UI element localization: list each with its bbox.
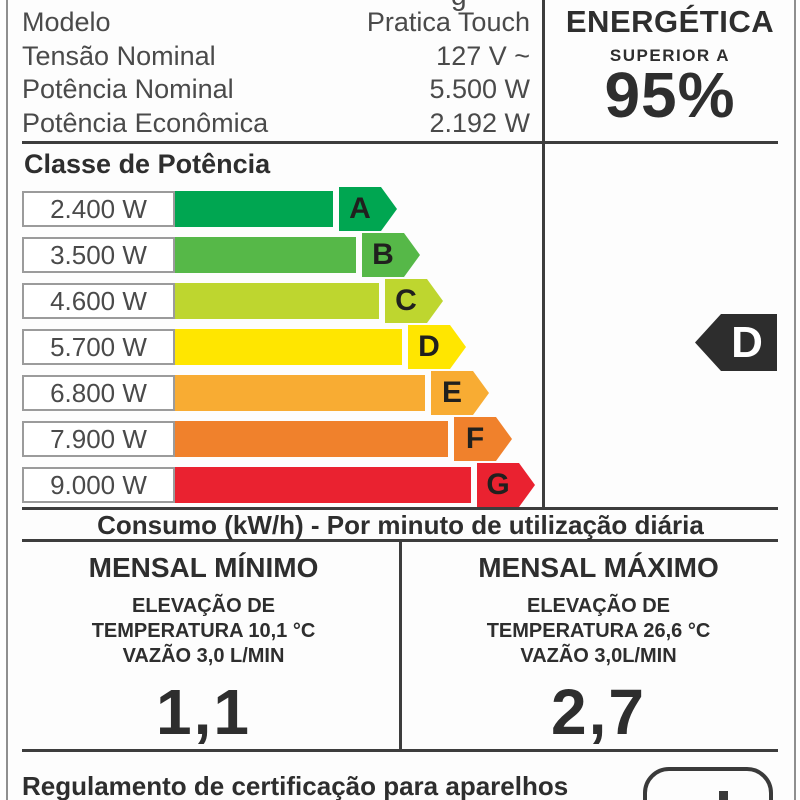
consumption-line1: ELEVAÇÃO DE — [527, 595, 670, 617]
label-left-border — [6, 0, 8, 800]
label-right-border — [794, 0, 796, 800]
power-class-watts: 4.600 W — [50, 285, 147, 316]
power-class-letter: C — [395, 284, 417, 317]
consumption-value: 2,7 — [551, 676, 646, 748]
divider-consumption-bottom — [22, 539, 778, 542]
vertical-divider-main — [542, 0, 545, 510]
efficiency-value: 95% — [604, 59, 736, 131]
power-class-row: 4.600 W C — [0, 279, 800, 323]
footer-regulation-text: Regulamento de certificação para aparelh… — [22, 771, 569, 800]
power-class-arrow-icon: F — [454, 417, 512, 461]
power-class-row: 5.700 W D — [0, 325, 800, 369]
power-class-letter: G — [486, 468, 510, 501]
power-class-row: 6.800 W E — [0, 371, 800, 415]
product-info-row: Potência Nominal 5.500 W — [22, 73, 530, 107]
rating-letter: D — [731, 317, 763, 367]
product-info-label: Potência Econômica — [22, 107, 269, 138]
power-class-bar — [175, 329, 402, 365]
consumption-heading: MENSAL MÍNIMO — [88, 552, 319, 583]
power-class-watts-box: 7.900 W — [22, 421, 175, 457]
power-class-watts-box: 3.500 W — [22, 237, 175, 273]
power-class-arrow-icon: D — [408, 325, 466, 369]
power-class-watts: 7.900 W — [50, 423, 147, 454]
certification-badge-mark — [719, 791, 728, 800]
power-class-letter: D — [418, 330, 440, 363]
power-class-bar — [175, 237, 356, 273]
product-info-value: 127 V ~ — [436, 40, 530, 71]
product-info-label: Potência Nominal — [22, 74, 234, 104]
power-class-row: 7.900 W F — [0, 417, 800, 461]
power-class-row: 9.000 W G — [0, 463, 800, 507]
consumption-line2: TEMPERATURA 26,6 °C — [486, 620, 711, 642]
divider-under-header — [22, 141, 778, 144]
power-class-bar — [175, 191, 333, 227]
power-class-letter: B — [372, 238, 394, 271]
consumption-conditions: ELEVAÇÃO DE TEMPERATURA 26,6 °C VAZÃO 3,… — [401, 594, 796, 669]
consumption-column: MENSAL MÁXIMO ELEVAÇÃO DE TEMPERATURA 26… — [401, 548, 796, 748]
consumption-section: MENSAL MÍNIMO ELEVAÇÃO DE TEMPERATURA 10… — [6, 548, 796, 748]
efficiency-subtitle: SUPERIOR A — [609, 46, 731, 65]
product-info-row: Tensão Nominal 127 V ~ — [22, 40, 530, 74]
consumption-line3: VAZÃO 3,0L/MIN — [520, 645, 677, 667]
consumption-line1: ELEVAÇÃO DE — [132, 595, 275, 617]
consumption-conditions: ELEVAÇÃO DE TEMPERATURA 10,1 °C VAZÃO 3,… — [6, 594, 401, 669]
power-class-watts-box: 2.400 W — [22, 191, 175, 227]
product-info-label: Modelo — [22, 7, 111, 37]
power-class-watts: 3.500 W — [50, 239, 147, 270]
power-class-watts: 6.800 W — [50, 377, 147, 408]
power-class-watts-box: 9.000 W — [22, 467, 175, 503]
power-class-arrow-icon: C — [385, 279, 443, 323]
product-info-row: Modelo Pratica Touch — [22, 6, 530, 40]
vertical-divider-mensal — [399, 542, 402, 749]
power-class-bar — [175, 283, 379, 319]
consumption-column: MENSAL MÍNIMO ELEVAÇÃO DE TEMPERATURA 10… — [6, 548, 401, 748]
power-class-watts: 2.400 W — [50, 193, 147, 224]
power-class-row: 2.400 W A — [0, 187, 800, 231]
power-class-title: Classe de Potência — [24, 149, 271, 179]
power-class-watts-box: 4.600 W — [22, 283, 175, 319]
efficiency-title: ENERGÉTICA — [565, 4, 775, 39]
product-info-value: 2.192 W — [429, 107, 530, 138]
consumption-heading: MENSAL MÁXIMO — [478, 552, 719, 583]
divider-footer — [22, 749, 778, 752]
product-info-value: Pratica Touch — [366, 7, 530, 37]
power-class-bar — [175, 421, 448, 457]
power-class-letter: E — [441, 376, 462, 409]
power-class-letter: F — [465, 422, 485, 455]
product-info-value: 5.500 W — [429, 74, 530, 104]
power-class-arrow-icon: G — [477, 463, 535, 507]
power-class-watts: 9.000 W — [50, 469, 147, 500]
consumption-line3: VAZÃO 3,0 L/MIN — [122, 645, 285, 667]
power-class-row: 3.500 W B — [0, 233, 800, 277]
power-class-watts-box: 5.700 W — [22, 329, 175, 365]
cut-off-text-fragment: g — [451, 0, 467, 12]
power-class-arrow-icon: B — [362, 233, 420, 277]
product-info-row: Potência Econômica 2.192 W — [22, 107, 530, 141]
power-class-letter: A — [349, 192, 371, 225]
product-info-section: Modelo Pratica Touch Tensão Nominal 127 … — [22, 6, 530, 140]
divider-consumption-top — [22, 507, 778, 510]
consumption-value: 1,1 — [156, 676, 251, 748]
product-info-label: Tensão Nominal — [22, 40, 216, 71]
power-class-bar — [175, 375, 425, 411]
consumption-header: Consumo (kW/h) - Por minuto de utilizaçã… — [97, 510, 704, 540]
power-class-watts: 5.700 W — [50, 331, 147, 362]
power-class-arrow-icon: E — [431, 371, 489, 415]
power-class-arrow-icon: A — [339, 187, 397, 231]
power-class-bar — [175, 467, 471, 503]
consumption-line2: TEMPERATURA 10,1 °C — [91, 620, 316, 642]
energy-efficiency-box: ENERGÉTICA SUPERIOR A 95% — [545, 0, 795, 131]
certification-badge-outline — [643, 767, 773, 800]
power-class-watts-box: 6.800 W — [22, 375, 175, 411]
